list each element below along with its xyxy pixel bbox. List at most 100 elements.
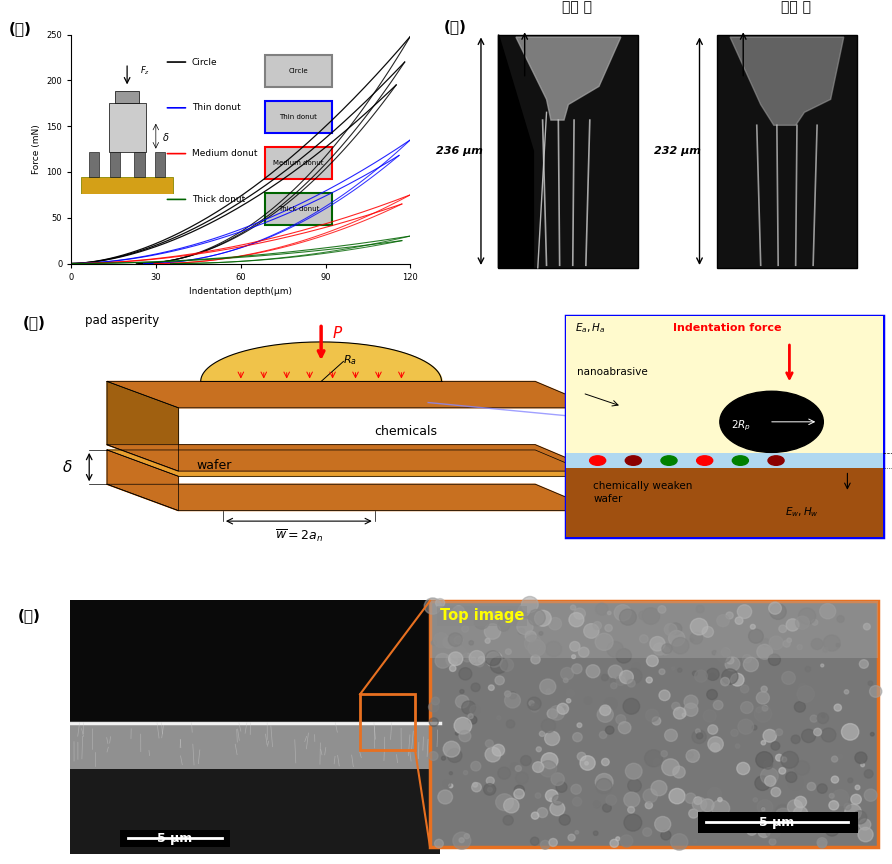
- Polygon shape: [107, 445, 598, 471]
- Circle shape: [776, 754, 783, 761]
- Circle shape: [497, 715, 501, 720]
- Circle shape: [599, 732, 607, 739]
- Circle shape: [762, 705, 768, 711]
- Circle shape: [625, 763, 642, 779]
- Circle shape: [642, 607, 659, 625]
- Circle shape: [738, 605, 752, 619]
- Circle shape: [752, 726, 757, 730]
- Circle shape: [537, 808, 548, 817]
- Text: 연마 전: 연마 전: [562, 0, 592, 14]
- Circle shape: [624, 792, 640, 807]
- Circle shape: [606, 726, 614, 734]
- Circle shape: [864, 789, 877, 801]
- Circle shape: [471, 761, 481, 771]
- Circle shape: [855, 785, 860, 790]
- Circle shape: [692, 671, 698, 676]
- Circle shape: [834, 704, 841, 711]
- Circle shape: [649, 637, 665, 651]
- Circle shape: [690, 632, 703, 644]
- Polygon shape: [107, 450, 598, 476]
- Circle shape: [781, 671, 796, 684]
- Text: $\delta$: $\delta$: [162, 130, 169, 143]
- Circle shape: [579, 647, 589, 658]
- Circle shape: [574, 608, 585, 619]
- Circle shape: [844, 804, 851, 810]
- Circle shape: [822, 647, 828, 652]
- Circle shape: [552, 795, 563, 805]
- Text: wafer: wafer: [196, 460, 232, 473]
- Circle shape: [485, 638, 491, 644]
- Circle shape: [710, 743, 720, 752]
- Circle shape: [558, 703, 568, 715]
- Text: 5 μm: 5 μm: [759, 816, 795, 829]
- Text: nanoabrasive: nanoabrasive: [577, 367, 648, 378]
- Circle shape: [572, 664, 582, 674]
- Circle shape: [556, 782, 567, 792]
- Circle shape: [737, 762, 749, 775]
- Circle shape: [822, 616, 833, 626]
- Circle shape: [721, 677, 730, 686]
- X-axis label: Indentation depth(μm): Indentation depth(μm): [189, 287, 293, 296]
- Circle shape: [599, 705, 611, 715]
- Circle shape: [687, 752, 693, 758]
- Circle shape: [449, 632, 462, 646]
- Circle shape: [506, 649, 511, 654]
- Circle shape: [742, 654, 751, 663]
- Circle shape: [859, 660, 869, 669]
- Circle shape: [692, 730, 706, 744]
- Circle shape: [823, 635, 840, 651]
- Circle shape: [672, 638, 689, 654]
- Circle shape: [620, 609, 636, 626]
- Polygon shape: [107, 450, 178, 511]
- Circle shape: [695, 670, 707, 683]
- Circle shape: [509, 692, 516, 699]
- Circle shape: [871, 733, 874, 736]
- Circle shape: [764, 777, 773, 785]
- Circle shape: [731, 729, 738, 736]
- Circle shape: [566, 699, 571, 703]
- Circle shape: [525, 631, 536, 642]
- Circle shape: [435, 653, 450, 668]
- Circle shape: [769, 636, 783, 650]
- Text: 236 μm: 236 μm: [435, 146, 483, 156]
- Circle shape: [868, 681, 872, 685]
- FancyBboxPatch shape: [265, 193, 333, 225]
- Circle shape: [547, 708, 558, 719]
- Circle shape: [763, 729, 776, 742]
- Circle shape: [756, 645, 772, 659]
- Circle shape: [690, 619, 707, 635]
- Circle shape: [450, 772, 452, 775]
- Circle shape: [870, 686, 882, 697]
- Polygon shape: [107, 382, 178, 471]
- Circle shape: [505, 693, 520, 708]
- Circle shape: [738, 719, 754, 734]
- Circle shape: [718, 797, 723, 802]
- Circle shape: [516, 619, 533, 634]
- Circle shape: [442, 637, 455, 648]
- Circle shape: [748, 629, 764, 643]
- Text: Medium donut: Medium donut: [273, 160, 324, 166]
- Circle shape: [475, 615, 489, 629]
- Circle shape: [665, 729, 677, 741]
- Bar: [430, 600, 878, 847]
- Circle shape: [786, 619, 799, 631]
- Circle shape: [668, 631, 685, 646]
- Circle shape: [571, 785, 582, 794]
- Circle shape: [528, 609, 545, 626]
- Circle shape: [593, 831, 598, 835]
- Circle shape: [669, 623, 681, 635]
- Circle shape: [779, 625, 787, 632]
- Circle shape: [646, 677, 652, 683]
- Circle shape: [817, 713, 829, 723]
- Circle shape: [459, 668, 472, 680]
- Text: 연마 후: 연마 후: [780, 0, 811, 14]
- Circle shape: [504, 798, 519, 813]
- Circle shape: [627, 680, 635, 687]
- Circle shape: [821, 664, 824, 667]
- Circle shape: [740, 702, 753, 714]
- Bar: [360, 695, 415, 750]
- Circle shape: [673, 708, 686, 719]
- Circle shape: [620, 835, 632, 847]
- Circle shape: [672, 707, 678, 712]
- Circle shape: [456, 696, 469, 708]
